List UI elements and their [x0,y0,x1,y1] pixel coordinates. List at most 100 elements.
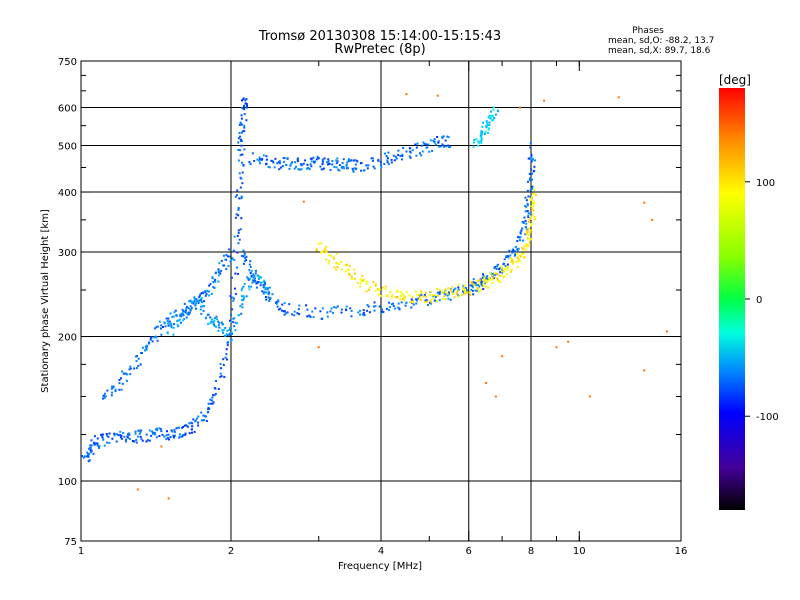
data-point [531,185,534,188]
data-point [282,310,285,313]
data-point [89,451,92,454]
data-point [409,150,412,153]
data-point [395,157,398,160]
data-point [533,216,536,219]
data-point [238,172,241,175]
data-point [374,284,377,287]
data-point [161,433,164,436]
data-point [369,286,372,288]
data-point [336,266,339,268]
x-axis-label: Frequency [MHz] [338,561,422,572]
data-point [543,99,546,102]
data-point [281,309,283,312]
data-point [529,157,532,160]
data-point [463,292,466,295]
data-point [386,294,389,297]
data-point [201,305,204,307]
data-point [480,288,482,291]
data-point [102,394,105,397]
data-point [248,278,251,280]
data-point [217,324,220,327]
data-point [255,282,258,285]
data-point [397,149,400,152]
data-point [242,98,245,101]
data-point [173,315,176,318]
data-point [488,115,491,117]
data-point [485,382,488,385]
data-point [249,163,252,165]
data-point [482,288,485,290]
data-point [373,167,376,170]
data-point [353,167,356,170]
data-point [479,279,482,282]
data-point [243,104,245,107]
data-point [194,304,197,307]
data-point [386,159,389,162]
data-point [457,283,460,286]
data-point [530,197,533,200]
data-point [225,353,228,356]
data-point [293,310,296,313]
data-point [526,210,529,212]
data-point [312,316,315,319]
data-point [241,99,243,102]
data-point [222,329,225,331]
data-point [444,291,447,293]
data-point [321,158,324,161]
data-point [146,439,149,442]
data-point [239,138,242,141]
data-point [248,288,251,291]
data-point [359,282,362,285]
data-point [241,161,244,164]
data-point [93,442,96,445]
data-point [530,224,533,227]
data-point [436,295,439,298]
data-point [258,156,261,159]
data-point [321,163,324,166]
data-point [217,320,220,323]
data-point [268,300,271,303]
data-point [480,140,483,142]
data-point [279,307,282,310]
data-point [495,267,498,270]
data-point [310,160,313,163]
data-point [260,276,263,279]
data-point [515,261,518,264]
data-point [267,293,270,296]
data-point [225,268,228,270]
data-point [390,158,393,161]
data-point [384,285,387,288]
data-point [113,434,116,437]
data-point [89,449,92,451]
data-point [253,274,256,277]
data-point [457,290,459,292]
data-point [275,302,278,305]
data-point [231,308,234,311]
data-point [496,265,498,268]
data-point [478,282,481,285]
data-point [487,279,490,282]
data-point [316,155,319,158]
data-point [125,438,127,441]
data-point [461,287,464,290]
data-point [167,433,170,436]
data-point [477,283,480,286]
data-point [466,289,469,292]
data-point [253,277,256,280]
data-point [98,447,100,449]
data-point [352,170,355,173]
data-point [433,299,436,302]
data-point [405,93,408,96]
data-point [250,275,253,277]
data-point [241,287,244,290]
data-point [111,391,113,394]
data-point [532,209,535,212]
data-point [224,356,227,359]
data-point [372,165,375,168]
data-point [252,276,255,279]
data-point [240,123,243,126]
data-point [516,240,519,242]
data-point [205,316,207,319]
data-point [193,296,196,299]
data-point [353,268,356,271]
